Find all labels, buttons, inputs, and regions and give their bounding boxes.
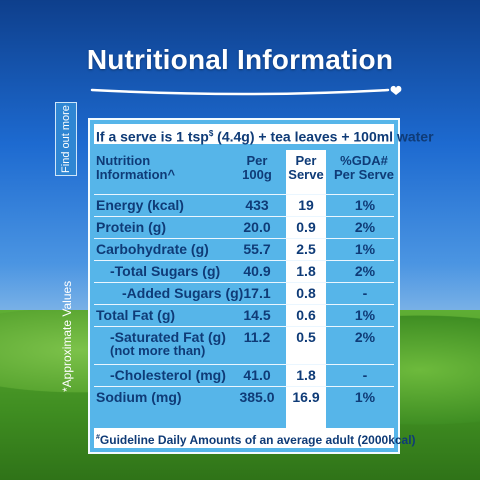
row-per100: 385.0 <box>239 389 275 405</box>
row-per100: 11.2 <box>243 329 271 345</box>
page-title: Nutritional Information <box>86 44 394 75</box>
header-per-100g: Per 100g <box>242 153 272 182</box>
row-perserve: 1.8 <box>296 367 316 383</box>
row-gda: 1% <box>354 241 376 257</box>
table-row: Carbohydrate (g) 55.7 2.5 1% <box>94 238 394 260</box>
table-row: -Total Sugars (g) 40.9 1.8 2% <box>94 260 394 282</box>
header-gda: %GDA# Per Serve <box>334 153 394 182</box>
row-perserve: 0.6 <box>296 307 316 323</box>
row-gda: 2% <box>354 329 376 345</box>
table-row: -Added Sugars (g) 17.1 0.8 - <box>94 282 394 304</box>
find-out-more-label: Find out more <box>60 105 72 173</box>
row-per100: 433 <box>245 197 269 213</box>
table-row: -Saturated Fat (g) (not more than) 11.2 … <box>94 326 394 364</box>
per-serve-column-bg <box>286 150 326 430</box>
row-perserve: 2.5 <box>296 241 316 257</box>
header-per-serve: Per Serve <box>288 153 324 182</box>
row-perserve: 0.5 <box>296 329 316 345</box>
serve-size-bar: If a serve is 1 tsp$ (4.4g) + tea leaves… <box>94 124 434 145</box>
row-gda: 1% <box>354 307 376 323</box>
approximate-values-note: *Approximate Values <box>60 280 74 392</box>
table-row: Energy (kcal) 433 19 1% <box>94 194 394 216</box>
row-perserve: 0.8 <box>296 285 316 301</box>
row-gda: 1% <box>354 197 376 213</box>
footnote-text: Guideline Daily Amounts of an average ad… <box>99 433 416 447</box>
row-per100: 14.5 <box>243 307 271 323</box>
serve-size-prefix: If a serve is 1 tsp <box>96 128 209 145</box>
row-perserve: 0.9 <box>296 219 316 235</box>
row-per100: 17.1 <box>243 285 271 301</box>
gda-footnote: #Guideline Daily Amounts of an average a… <box>94 428 416 448</box>
row-name: -Added Sugars (g) <box>122 285 244 301</box>
row-name: Protein (g) <box>96 219 166 235</box>
row-gda: 1% <box>354 389 376 405</box>
table-row: Total Fat (g) 14.5 0.6 1% <box>94 304 394 326</box>
header-nutrition: Nutrition Information^ <box>96 153 176 182</box>
row-gda: - <box>362 285 368 301</box>
row-per100: 41.0 <box>243 367 271 383</box>
table-row: -Cholesterol (mg) 41.0 1.8 - <box>94 364 394 386</box>
swoosh-underline-icon <box>90 85 402 96</box>
row-name: Total Fat (g) <box>96 307 176 323</box>
row-name: Sodium (mg) <box>96 389 182 405</box>
row-gda: 2% <box>354 219 376 235</box>
table-row: Protein (g) 20.0 0.9 2% <box>94 216 394 238</box>
nutrition-panel: If a serve is 1 tsp$ (4.4g) + tea leaves… <box>88 118 434 454</box>
row-name: Carbohydrate (g) <box>96 241 209 257</box>
row-perserve: 16.9 <box>292 389 320 405</box>
row-name: -Saturated Fat (g) (not more than) <box>110 329 226 358</box>
serve-size-suffix: (4.4g) + tea leaves + 100ml water <box>213 128 434 145</box>
row-name: -Total Sugars (g) <box>110 263 221 279</box>
row-per100: 55.7 <box>243 241 271 257</box>
footnote-mark: # <box>96 434 100 441</box>
row-gda: 2% <box>354 263 376 279</box>
serve-size-mark: $ <box>208 129 214 138</box>
row-gda: - <box>362 367 368 383</box>
find-out-more-tab[interactable]: Find out more <box>55 102 77 176</box>
row-name: -Cholesterol (mg) <box>110 367 226 383</box>
row-per100: 20.0 <box>243 219 271 235</box>
table-row: Sodium (mg) 385.0 16.9 1% <box>94 386 394 408</box>
row-name: Energy (kcal) <box>96 197 184 213</box>
row-per100: 40.9 <box>243 263 271 279</box>
row-perserve: 1.8 <box>296 263 316 279</box>
row-perserve: 19 <box>298 197 314 213</box>
